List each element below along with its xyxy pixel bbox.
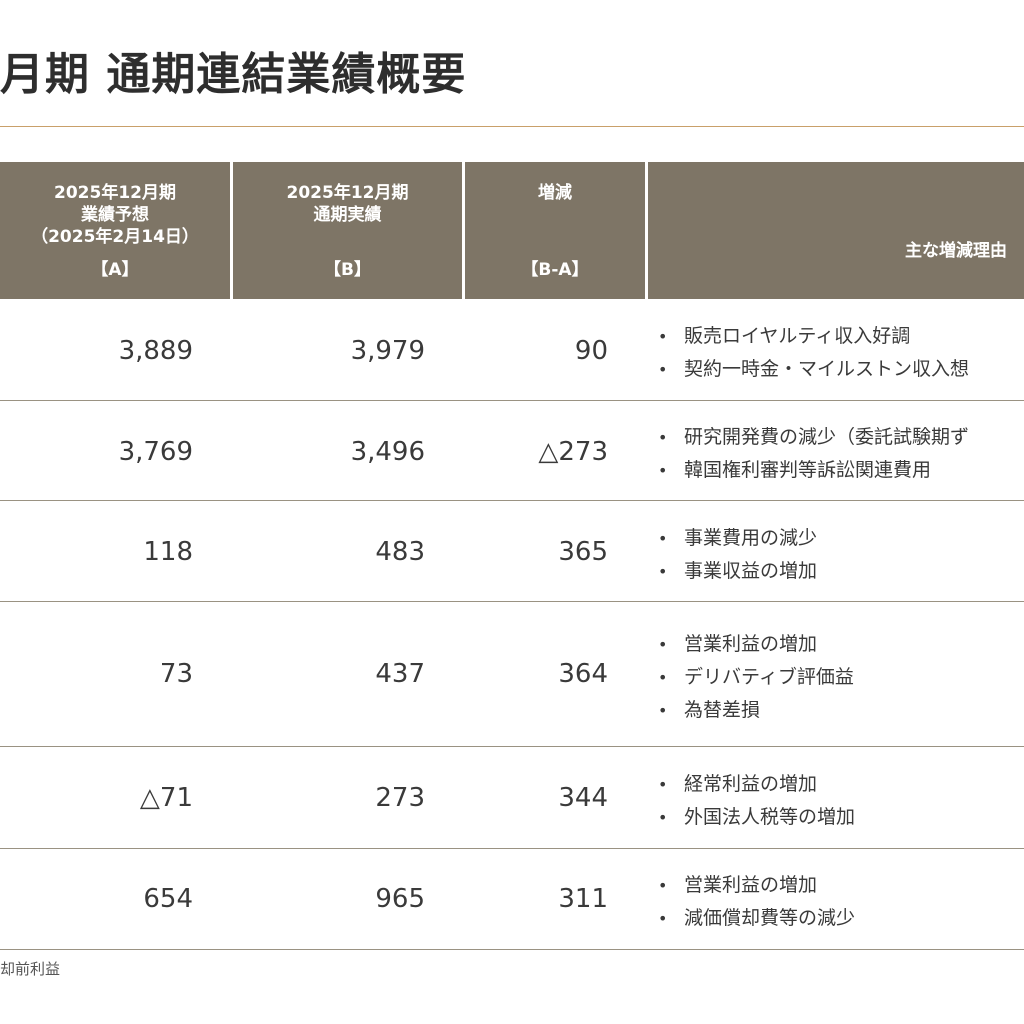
table-row: 3,889 3,979 90 • 販売ロイヤルティ収入好調 • 契約一時金・マイルス… (0, 300, 1024, 401)
page-title: 月期 通期連結業績概要 (0, 49, 467, 100)
header-forecast-line: （2025年2月14日） (31, 227, 199, 247)
cell-diff: 365 (558, 537, 608, 567)
table-row: 118 483 365 • 事業費用の減少 • 事業収益の増加 (0, 501, 1024, 602)
reason-item: • 営業利益の増加 (658, 874, 818, 896)
cell-actual: 3,979 (350, 336, 425, 366)
cell-diff: △273 (538, 437, 608, 467)
reason-item: • 外国法人税等の増加 (658, 806, 856, 828)
header-actual-line: 通期実績 (313, 205, 382, 225)
reason-list: • 研究開発費の減少（委託試験期ず • 韓国権利審判等訴訟関連費用 (658, 421, 1024, 487)
header-reason-label: 主な増減理由 (905, 241, 1007, 261)
cell-diff: 344 (558, 783, 608, 813)
table-row: 654 965 311 • 営業利益の増加 • 減価償却費等の減少 (0, 849, 1024, 950)
header-reason (648, 162, 1024, 299)
cell-actual: 483 (375, 537, 425, 567)
cell-diff: 90 (574, 336, 608, 366)
reason-item: • 販売ロイヤルティ収入好調 (658, 325, 911, 347)
reason-item: • 韓国権利審判等訴訟関連費用 (658, 459, 932, 481)
cell-actual: 965 (375, 884, 425, 914)
header-forecast-line: 業績予想 (81, 205, 149, 225)
header-actual-key: 【B】 (324, 260, 371, 280)
reason-list: • 事業費用の減少 • 事業収益の増加 (658, 522, 1024, 588)
cell-forecast: 73 (159, 659, 193, 689)
reason-item: • 減価償却費等の減少 (658, 907, 856, 929)
reason-item: • 営業利益の増加 (658, 633, 818, 655)
results-table: 3,889 3,979 90 • 販売ロイヤルティ収入好調 • 契約一時金・マイルス… (0, 300, 1024, 950)
table-row: △71 273 344 • 経常利益の増加 • 外国法人税等の増加 (0, 747, 1024, 849)
reason-item: • デリバティブ評価益 (658, 666, 854, 688)
header-diff-label: 増減 (538, 183, 572, 203)
footnote: 却前利益 (0, 960, 61, 978)
cell-forecast: 3,889 (118, 336, 193, 366)
reason-list: • 経常利益の増加 • 外国法人税等の増加 (658, 768, 1024, 834)
table-row: 3,769 3,496 △273 • 研究開発費の減少（委託試験期ず • 韓国権利審… (0, 401, 1024, 501)
header-diff: 増減 【B-A】 (465, 162, 645, 299)
cell-forecast: 654 (143, 884, 193, 914)
reason-item: • 事業収益の増加 (658, 560, 818, 582)
cell-actual: 273 (375, 783, 425, 813)
cell-forecast: △71 (139, 783, 193, 813)
reason-item: • 事業費用の減少 (658, 527, 818, 549)
header-forecast: 2025年12月期 業績予想 （2025年2月14日） 【A】 (0, 162, 230, 299)
cell-diff: 311 (558, 884, 608, 914)
header-diff-key: 【B-A】 (521, 260, 589, 280)
reason-item: • 契約一時金・マイルストン収入想 (658, 358, 970, 380)
reason-item: • 経常利益の増加 (658, 773, 818, 795)
reason-list: • 販売ロイヤルティ収入好調 • 契約一時金・マイルストン収入想 (658, 320, 1024, 386)
header-actual: 2025年12月期 通期実績 【B】 (233, 162, 462, 299)
cell-forecast: 3,769 (118, 437, 193, 467)
cell-actual: 437 (375, 659, 425, 689)
table-row: 73 437 364 • 営業利益の増加 • デリバティブ評価益 • 為替差損 (0, 602, 1024, 747)
header-actual-line: 2025年12月期 (286, 183, 409, 203)
reason-item: • 為替差損 (658, 699, 761, 721)
header-forecast-key: 【A】 (91, 260, 139, 280)
reason-item: • 研究開発費の減少（委託試験期ず (658, 426, 970, 448)
cell-diff: 364 (558, 659, 608, 689)
cell-actual: 3,496 (350, 437, 425, 467)
title-divider (0, 126, 1024, 127)
header-forecast-line: 2025年12月期 (54, 183, 176, 203)
cell-forecast: 118 (143, 537, 193, 567)
reason-list: • 営業利益の増加 • デリバティブ評価益 • 為替差損 (658, 628, 1024, 727)
reason-list: • 営業利益の増加 • 減価償却費等の減少 (658, 869, 1024, 935)
